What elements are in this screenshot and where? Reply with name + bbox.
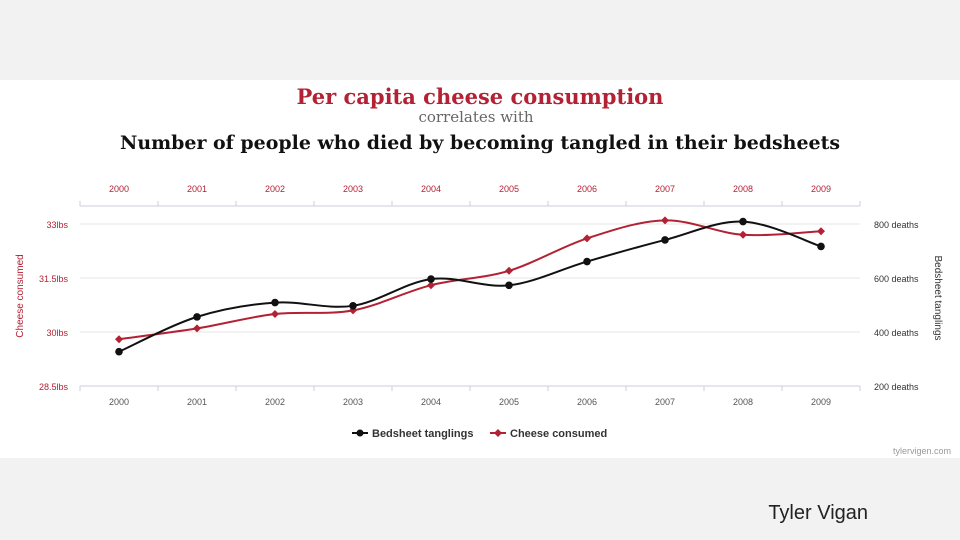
cheese-consumed-point [505, 266, 513, 275]
bedsheet-tanglings-point [193, 313, 201, 321]
cheese-consumed-point [739, 230, 747, 239]
chart-subtitle: correlates with [418, 108, 533, 126]
bottom-tick-label: 2001 [187, 397, 207, 407]
axes: 2000 2000 2001 2001 2002 2002 2003 2003 2004 2004… [15, 184, 943, 407]
right-tick-label: 400 deaths [874, 328, 919, 338]
cheese-consumed-point [817, 227, 825, 236]
bottom-tick-label: 2008 [733, 397, 753, 407]
left-tick-label: 31.5lbs [39, 274, 69, 284]
author-credit: Tyler Vigan [768, 502, 868, 524]
cheese-consumed-point [427, 281, 435, 290]
cheese-consumed-point [583, 234, 591, 243]
top-tick-label: 2004 [421, 184, 441, 194]
chart-title: Per capita cheese consumption [297, 84, 664, 109]
bedsheet-tanglings-point [817, 242, 825, 251]
left-tick-label: 28.5lbs [39, 382, 69, 392]
top-tick-label: 2001 [187, 184, 207, 194]
bottom-tick-label: 2009 [811, 397, 831, 407]
legend-marker-cheese-consumed [494, 429, 502, 437]
bedsheet-tanglings-point [115, 347, 123, 356]
left-tick-label: 30lbs [46, 328, 68, 338]
bottom-tick-label: 2004 [421, 397, 441, 407]
right-axis-title: Bedsheet tanglings [932, 255, 943, 340]
top-tick-label: 2002 [265, 184, 285, 194]
spurious-correlation-chart: Per capita cheese consumption correlates… [15, 84, 951, 456]
series [115, 216, 825, 356]
right-tick-label: 800 deaths [874, 220, 919, 230]
cheese-consumed-point [193, 324, 201, 333]
bottom-tick-label: 2005 [499, 397, 519, 407]
left-axis-title: Cheese consumed [15, 254, 26, 337]
top-tick-label: 2000 [109, 184, 129, 194]
top-tick-label: 2009 [811, 184, 831, 194]
bottom-tick-label: 2003 [343, 397, 363, 407]
watermark: tylervigen.com [893, 446, 951, 456]
bedsheet-tanglings-point [505, 281, 513, 290]
bedsheet-tanglings-point [349, 302, 357, 310]
chart-panel: Per capita cheese consumption correlates… [0, 80, 960, 458]
legend-marker-bedsheet-tanglings [356, 429, 364, 437]
top-tick-label: 2007 [655, 184, 675, 194]
bedsheet-tanglings-point [583, 257, 591, 266]
right-tick-label: 600 deaths [874, 274, 919, 284]
chart-title-2: Number of people who died by becoming ta… [120, 132, 840, 154]
bottom-tick-label: 2002 [265, 397, 285, 407]
cheese-consumed-point [271, 310, 279, 318]
top-tick-label: 2008 [733, 184, 753, 194]
legend-label-cheese-consumed: Cheese consumed [510, 428, 607, 440]
bedsheet-tanglings-point [739, 217, 747, 226]
top-tick-label: 2006 [577, 184, 597, 194]
bedsheet-tanglings-point [271, 298, 279, 307]
bedsheet-tanglings-point [661, 236, 669, 244]
cheese-consumed-line [118, 219, 822, 341]
legend: Bedsheet tanglings Cheese consumed [352, 428, 607, 440]
cheese-consumed-point [115, 335, 123, 344]
right-tick-label: 200 deaths [874, 382, 919, 392]
left-tick-label: 33lbs [46, 220, 68, 230]
bottom-tick-label: 2006 [577, 397, 597, 407]
bedsheet-tanglings-point [427, 275, 435, 283]
top-tick-label: 2003 [343, 184, 363, 194]
bottom-tick-label: 2000 [109, 397, 129, 407]
top-tick-label: 2005 [499, 184, 519, 194]
legend-label-bedsheet-tanglings: Bedsheet tanglings [372, 428, 473, 440]
bedsheet-tanglings-line [118, 220, 822, 353]
cheese-consumed-point [661, 216, 669, 225]
bottom-tick-label: 2007 [655, 397, 675, 407]
